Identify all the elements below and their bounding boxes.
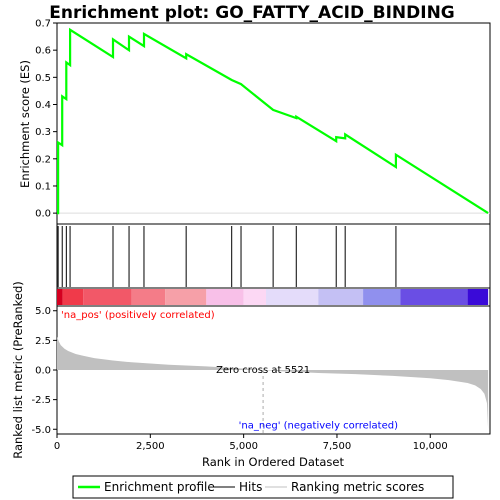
heat-bar-segment (131, 289, 166, 305)
x-axis: 0 2,500 5,000 7,500 10,000 (54, 434, 448, 452)
legend: Enrichment profile Hits Ranking metric sco… (72, 475, 454, 499)
es-y-tick-label: 0.6 (35, 46, 51, 57)
heat-bar-segment (165, 289, 207, 305)
ranked-y-ticks: 5.0 2.5 0.0 -2.5 -5.0 (31, 306, 57, 436)
es-y-tick-label: 0.7 (35, 19, 51, 30)
ranked-y-axis-label: Ranked list metric (PreRanked) (11, 281, 25, 459)
hits-panel (56, 223, 491, 289)
legend-entry-label: Hits (239, 480, 262, 494)
ranked-y-tick-label: 0.0 (35, 366, 51, 377)
legend-items: Enrichment profile Hits Ranking metric sco… (78, 480, 424, 494)
hit-markers (57, 226, 397, 287)
chart-title: Enrichment plot: GO_FATTY_ACID_BINDING (49, 3, 455, 23)
zero-cross-label: Zero cross at 5521 (216, 365, 310, 376)
es-y-tick-label: 0.3 (35, 127, 51, 138)
enrichment-profile-line (56, 27, 489, 215)
x-axis-label: Rank in Ordered Dataset (202, 455, 345, 469)
heat-bar-segment (83, 289, 132, 305)
es-y-axis-label: Enrichment score (ES) (18, 60, 32, 188)
es-panel-frame (56, 22, 491, 225)
positive-correlation-label: 'na_pos' (positively correlated) (61, 310, 215, 321)
heat-bar-segment (206, 289, 244, 305)
es-y-tick-label: 0.5 (35, 73, 51, 84)
heat-bar-segment (62, 289, 84, 305)
heat-bar-segments (57, 289, 489, 305)
legend-entry-label: Ranking metric scores (291, 480, 424, 494)
x-tick-label: 10,000 (413, 441, 448, 452)
ranked-y-tick-label: 5.0 (35, 306, 51, 317)
ranked-metric-panel: 5.0 2.5 0.0 -2.5 -5.0 'na_pos' (positively c… (11, 281, 491, 459)
heat-bar-segment (363, 289, 401, 305)
es-y-tick-label: 0.2 (35, 154, 51, 165)
es-y-tick-label: 0.4 (35, 100, 51, 111)
heat-bar-segment (57, 289, 63, 305)
x-tick-label: 5,000 (229, 441, 258, 452)
x-tick-label: 7,500 (323, 441, 352, 452)
legend-frame (72, 475, 454, 499)
heat-bar-segment (318, 289, 364, 305)
enrichment-score-panel: 0.0 0.1 0.2 0.3 0.4 0.5 0.6 0.7 Enrichment scor… (18, 19, 491, 225)
es-y-ticks: 0.0 0.1 0.2 0.3 0.4 0.5 0.6 0.7 (35, 19, 57, 220)
heat-bar-segment (467, 289, 489, 305)
es-y-tick-label: 0.0 (35, 209, 51, 220)
ranked-y-tick-label: -2.5 (31, 395, 51, 406)
ranked-y-tick-label: 2.5 (35, 336, 51, 347)
negative-correlation-label: 'na_neg' (negatively correlated) (239, 421, 398, 432)
es-y-tick-label: 0.1 (35, 181, 51, 192)
x-tick-label: 0 (54, 441, 60, 452)
heat-bar-segment (266, 289, 319, 305)
x-tick-label: 2,500 (136, 441, 165, 452)
heat-bar-segment (400, 289, 468, 305)
heat-bar-segment (243, 289, 267, 305)
ranked-y-tick-label: -5.0 (31, 425, 51, 436)
legend-entry-label: Enrichment profile (104, 480, 215, 494)
ranking-heat-bar (56, 287, 491, 307)
